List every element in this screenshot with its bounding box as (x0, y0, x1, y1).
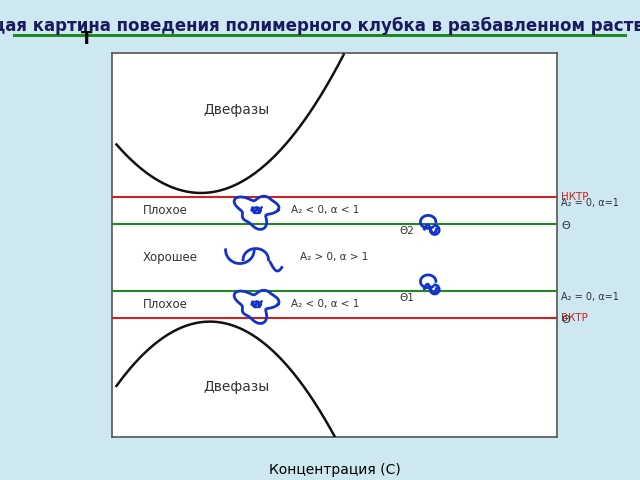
Text: T: T (81, 30, 92, 48)
Text: Хорошее: Хорошее (142, 251, 197, 264)
Text: Плохое: Плохое (143, 204, 188, 217)
Text: Θ2: Θ2 (399, 226, 415, 236)
Text: Концентрация (С): Концентрация (С) (269, 463, 400, 477)
Text: Θ1: Θ1 (399, 293, 415, 303)
Text: Плохое: Плохое (143, 298, 188, 311)
Text: Θ: Θ (561, 315, 570, 324)
Text: A₂ > 0, α > 1: A₂ > 0, α > 1 (300, 252, 369, 262)
Text: НКТР: НКТР (561, 192, 589, 202)
Text: Общая картина поведения полимерного клубка в разбавленном растворе: Общая картина поведения полимерного клуб… (0, 17, 640, 35)
Text: A₂ = 0, α=1: A₂ = 0, α=1 (561, 292, 619, 301)
Text: Двефазы: Двефазы (204, 103, 269, 118)
Text: A₂ < 0, α < 1: A₂ < 0, α < 1 (291, 300, 360, 309)
Text: ВКТР: ВКТР (561, 313, 588, 323)
Text: Θ: Θ (561, 221, 570, 230)
Text: A₂ < 0, α < 1: A₂ < 0, α < 1 (291, 205, 360, 215)
Text: Двефазы: Двефазы (204, 380, 269, 394)
Text: A₂ = 0, α=1: A₂ = 0, α=1 (561, 198, 619, 207)
